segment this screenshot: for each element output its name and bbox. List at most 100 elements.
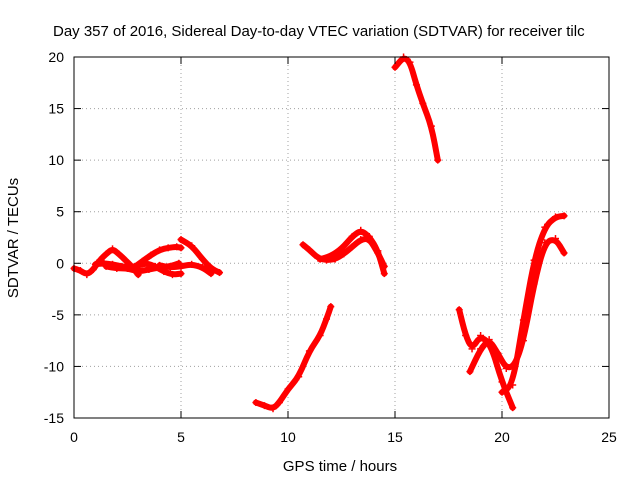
y-tick-label: -5 — [52, 307, 65, 323]
x-tick-label: 20 — [494, 429, 510, 445]
data-point — [252, 399, 260, 407]
series-layer — [70, 53, 568, 413]
data-point — [552, 235, 559, 243]
data-point — [121, 256, 129, 264]
data-point — [498, 388, 506, 396]
data-point — [260, 402, 268, 410]
y-tick-label: 0 — [56, 255, 64, 271]
data-point — [494, 349, 502, 357]
data-point — [305, 246, 313, 254]
data-point — [275, 399, 283, 407]
plot-frame — [73, 56, 610, 419]
data-point — [177, 270, 185, 278]
data-point — [455, 306, 463, 314]
data-point — [477, 345, 485, 353]
data-point — [357, 226, 365, 234]
data-trace-5 — [178, 236, 223, 276]
data-point — [498, 378, 506, 386]
data-trace-4 — [130, 244, 184, 271]
x-tick-label: 25 — [601, 429, 617, 445]
data-point — [173, 243, 181, 251]
data-point — [466, 368, 474, 376]
data-point — [115, 250, 123, 258]
data-point — [391, 63, 399, 71]
x-axis-label: GPS time / hours — [283, 458, 397, 475]
data-point — [348, 243, 356, 251]
data-point — [134, 268, 142, 276]
y-tick-label: 5 — [56, 204, 64, 220]
data-point — [502, 364, 510, 372]
data-point — [316, 331, 324, 339]
x-tick-label: 10 — [280, 429, 296, 445]
x-tick-label: 5 — [177, 429, 185, 445]
data-point — [156, 246, 164, 254]
grid-layer — [74, 57, 609, 418]
data-point — [198, 255, 206, 263]
tick-layer: 0 5 10 15 20 25 -15 -10 -5 0 5 10 15 20 — [44, 49, 617, 445]
data-point — [552, 213, 559, 221]
data-point — [188, 242, 196, 250]
data-point — [305, 347, 313, 355]
data-point — [166, 263, 174, 271]
y-axis-label: SDTVAR / TECUs — [5, 178, 22, 298]
data-point — [365, 232, 373, 240]
data-point — [541, 223, 549, 231]
data-point — [327, 303, 335, 311]
data-point — [147, 251, 155, 259]
data-point — [156, 261, 164, 269]
data-point — [284, 385, 292, 393]
data-point — [109, 245, 117, 253]
data-point — [138, 257, 146, 265]
data-point — [295, 373, 303, 381]
chart-title: Day 357 of 2016, Sidereal Day-to-day VTE… — [53, 23, 585, 40]
data-point — [530, 256, 538, 264]
data-point — [323, 315, 331, 323]
data-point — [509, 381, 517, 389]
y-tick-label: 10 — [48, 152, 64, 168]
data-point — [102, 262, 110, 270]
data-trace-10 — [392, 55, 441, 164]
data-point — [485, 336, 493, 344]
data-point — [327, 252, 335, 260]
data-point — [207, 270, 215, 278]
data-point — [83, 271, 91, 279]
data-point — [374, 247, 382, 255]
data-trace-12 — [466, 237, 568, 375]
data-point — [177, 262, 185, 270]
data-point — [434, 156, 442, 164]
data-point — [177, 236, 185, 244]
data-point — [89, 265, 97, 273]
data-point — [177, 244, 185, 252]
data-point — [76, 267, 84, 275]
data-point — [412, 81, 420, 89]
y-tick-label: 15 — [48, 101, 64, 117]
data-trace-13 — [499, 212, 568, 396]
data-point — [340, 250, 348, 258]
data-point — [419, 99, 427, 107]
data-point — [102, 250, 110, 258]
data-point — [462, 331, 470, 339]
data-point — [216, 269, 224, 277]
y-tick-label: 20 — [48, 49, 64, 65]
data-point — [124, 264, 131, 272]
data-point — [316, 255, 324, 263]
data-point — [299, 241, 307, 249]
data-point — [427, 122, 435, 130]
data-point — [269, 405, 277, 413]
data-point — [113, 264, 121, 272]
data-point — [468, 345, 476, 353]
data-point — [406, 58, 414, 66]
data-point — [560, 249, 568, 257]
data-point — [380, 270, 388, 278]
data-point — [164, 244, 172, 252]
x-tick-label: 0 — [70, 429, 78, 445]
data-point — [477, 331, 485, 339]
data-point — [348, 232, 356, 240]
data-point — [331, 255, 339, 263]
data-point — [198, 263, 206, 271]
data-point — [357, 236, 365, 244]
data-point — [560, 212, 568, 220]
y-tick-label: -15 — [44, 410, 64, 426]
x-tick-label: 15 — [387, 429, 403, 445]
